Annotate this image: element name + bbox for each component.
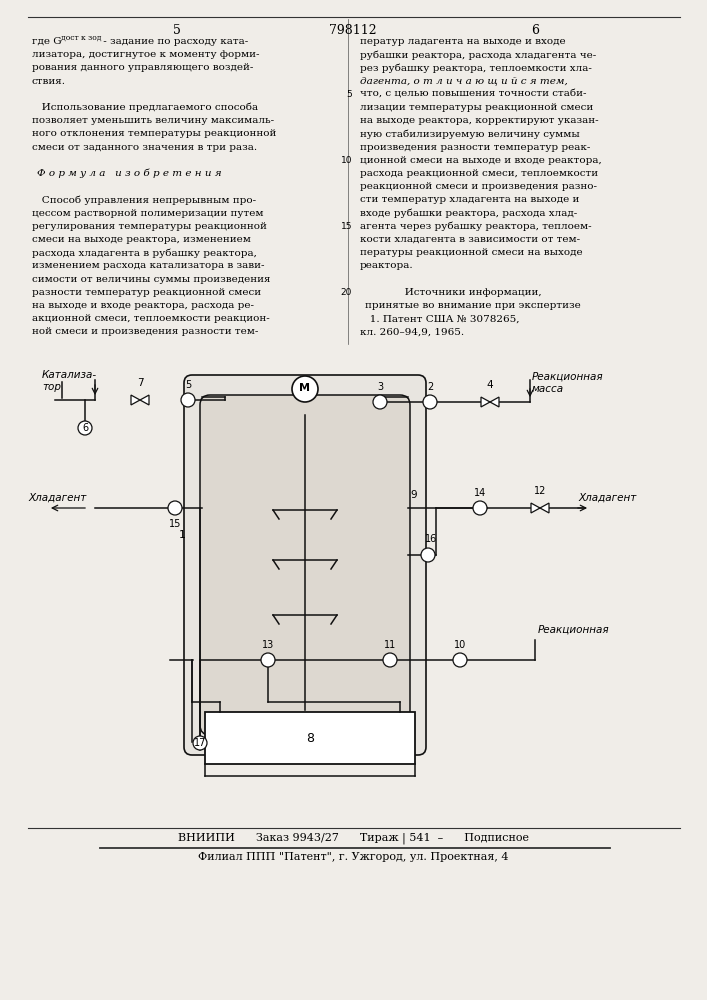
Text: Реакционная: Реакционная (538, 625, 609, 635)
Text: 3: 3 (377, 382, 383, 392)
Text: Филиал ППП "Патент", г. Ужгород, ул. Проектная, 4: Филиал ППП "Патент", г. Ужгород, ул. Про… (198, 852, 508, 862)
Circle shape (453, 653, 467, 667)
Circle shape (423, 395, 437, 409)
Text: ствия.: ствия. (32, 77, 66, 86)
Text: ционной смеси на выходе и входе реактора,: ционной смеси на выходе и входе реактора… (360, 156, 602, 165)
Text: 14: 14 (474, 488, 486, 498)
Text: агента через рубашку реактора, теплоем-: агента через рубашку реактора, теплоем- (360, 222, 592, 231)
Text: регулирования температуры реакционной: регулирования температуры реакционной (32, 222, 267, 231)
Text: 798112: 798112 (329, 24, 377, 37)
Text: 15: 15 (169, 519, 181, 529)
Text: 16: 16 (425, 534, 437, 544)
Text: 11: 11 (384, 640, 396, 650)
FancyBboxPatch shape (200, 395, 410, 735)
Text: 5: 5 (346, 90, 352, 99)
Text: где G: где G (32, 37, 62, 46)
Polygon shape (481, 397, 490, 407)
Text: Способ управления непрерывным про-: Способ управления непрерывным про- (32, 195, 256, 205)
Text: 12: 12 (534, 486, 547, 496)
Text: 2: 2 (427, 382, 433, 392)
Text: ператур ладагента на выходе и входе: ператур ладагента на выходе и входе (360, 37, 566, 46)
Text: кости хладагента в зависимости от тем-: кости хладагента в зависимости от тем- (360, 235, 580, 244)
Text: сти температур хладагента на выходе и: сти температур хладагента на выходе и (360, 195, 579, 204)
Text: ного отклонения температуры реакционной: ного отклонения температуры реакционной (32, 129, 276, 138)
Text: дагента, о т л и ч а ю щ и й с я тем,: дагента, о т л и ч а ю щ и й с я тем, (360, 77, 568, 86)
Polygon shape (490, 397, 499, 407)
Bar (205, 712, 415, 764)
Text: пературы реакционной смеси на выходе: пературы реакционной смеси на выходе (360, 248, 583, 257)
Polygon shape (531, 503, 540, 513)
Text: разности температур реакционной смеси: разности температур реакционной смеси (32, 288, 261, 297)
Text: 6: 6 (82, 423, 88, 433)
Text: рования данного управляющего воздей-: рования данного управляющего воздей- (32, 63, 253, 72)
FancyBboxPatch shape (184, 375, 426, 755)
Text: 1: 1 (178, 530, 185, 540)
Text: акционной смеси, теплоемкости реакцион-: акционной смеси, теплоемкости реакцион- (32, 314, 270, 323)
Text: цессом растворной полимеризации путем: цессом растворной полимеризации путем (32, 209, 264, 218)
Text: 17: 17 (194, 738, 206, 748)
Circle shape (421, 548, 435, 562)
Text: 13: 13 (262, 640, 274, 650)
Text: смеси от заданного значения в три раза.: смеси от заданного значения в три раза. (32, 143, 257, 152)
Text: реактора.: реактора. (360, 261, 414, 270)
Text: ную стабилизируемую величину суммы: ную стабилизируемую величину суммы (360, 129, 586, 139)
Text: позволяет уменьшить величину максималь-: позволяет уменьшить величину максималь- (32, 116, 274, 125)
Text: Катализа-: Катализа- (42, 370, 97, 380)
Text: лизатора, достигнутое к моменту форми-: лизатора, достигнутое к моменту форми- (32, 50, 259, 59)
Text: 10: 10 (454, 640, 466, 650)
Text: изменением расхода катализатора в зави-: изменением расхода катализатора в зави- (32, 261, 264, 270)
Text: ной смеси и произведения разности тем-: ной смеси и произведения разности тем- (32, 327, 258, 336)
Text: входе рубашки реактора, расхода хлад-: входе рубашки реактора, расхода хлад- (360, 209, 577, 218)
Text: смеси на выходе реактора, изменением: смеси на выходе реактора, изменением (32, 235, 251, 244)
Text: 8: 8 (306, 732, 314, 744)
Text: что, с целью повышения точности стаби-: что, с целью повышения точности стаби- (360, 90, 587, 99)
Text: 5: 5 (173, 24, 181, 37)
Text: - задание по расходу ката-: - задание по расходу ката- (100, 37, 248, 46)
Text: рубашки реактора, расхода хладагента че-: рубашки реактора, расхода хладагента че- (360, 50, 596, 60)
Text: Использование предлагаемого способа: Использование предлагаемого способа (32, 103, 258, 112)
Text: Хладагент: Хладагент (578, 493, 636, 503)
Circle shape (261, 653, 275, 667)
Circle shape (181, 393, 195, 407)
Text: принятые во внимание при экспертизе: принятые во внимание при экспертизе (365, 301, 580, 310)
Text: Реакционная: Реакционная (532, 372, 604, 382)
Circle shape (78, 421, 92, 435)
Text: тор: тор (42, 382, 61, 392)
Text: расхода хладагента в рубашку реактора,: расхода хладагента в рубашку реактора, (32, 248, 257, 258)
Polygon shape (540, 503, 549, 513)
Text: Источники информации,: Источники информации, (395, 288, 542, 297)
Text: M: M (300, 383, 310, 393)
Circle shape (193, 736, 207, 750)
Text: реакционной смеси и произведения разно-: реакционной смеси и произведения разно- (360, 182, 597, 191)
Text: 7: 7 (136, 378, 144, 388)
Text: 5: 5 (185, 380, 191, 390)
Text: на выходе реактора, корректируют указан-: на выходе реактора, корректируют указан- (360, 116, 599, 125)
Circle shape (168, 501, 182, 515)
Polygon shape (140, 395, 149, 405)
Text: 4: 4 (486, 380, 493, 390)
Text: произведения разности температур реак-: произведения разности температур реак- (360, 143, 590, 152)
Text: ВНИИПИ      Заказ 9943/27      Тираж | 541  –      Подписное: ВНИИПИ Заказ 9943/27 Тираж | 541 – Подпи… (177, 832, 529, 844)
Text: кл. 260–94,9, 1965.: кл. 260–94,9, 1965. (360, 327, 464, 336)
Text: 9: 9 (410, 490, 416, 500)
Text: 1. Патент США № 3078265,: 1. Патент США № 3078265, (360, 314, 520, 323)
Text: 6: 6 (531, 24, 539, 37)
Text: лизации температуры реакционной смеси: лизации температуры реакционной смеси (360, 103, 593, 112)
Text: Ф о р м у л а   и з о б р е т е н и я: Ф о р м у л а и з о б р е т е н и я (37, 169, 221, 178)
Text: дост к зод: дост к зод (61, 34, 102, 42)
Text: расхода реакционной смеси, теплоемкости: расхода реакционной смеси, теплоемкости (360, 169, 598, 178)
Text: 10: 10 (341, 156, 352, 165)
Text: Хладагент: Хладагент (28, 493, 86, 503)
Text: на выходе и входе реактора, расхода ре-: на выходе и входе реактора, расхода ре- (32, 301, 254, 310)
Circle shape (473, 501, 487, 515)
Circle shape (292, 376, 318, 402)
Text: 20: 20 (341, 288, 352, 297)
Text: масса: масса (532, 384, 564, 394)
Circle shape (373, 395, 387, 409)
Circle shape (383, 653, 397, 667)
Text: рез рубашку реактора, теплоемкости хла-: рез рубашку реактора, теплоемкости хла- (360, 63, 592, 73)
Text: симости от величины суммы произведения: симости от величины суммы произведения (32, 275, 271, 284)
Polygon shape (131, 395, 140, 405)
Text: 15: 15 (341, 222, 352, 231)
